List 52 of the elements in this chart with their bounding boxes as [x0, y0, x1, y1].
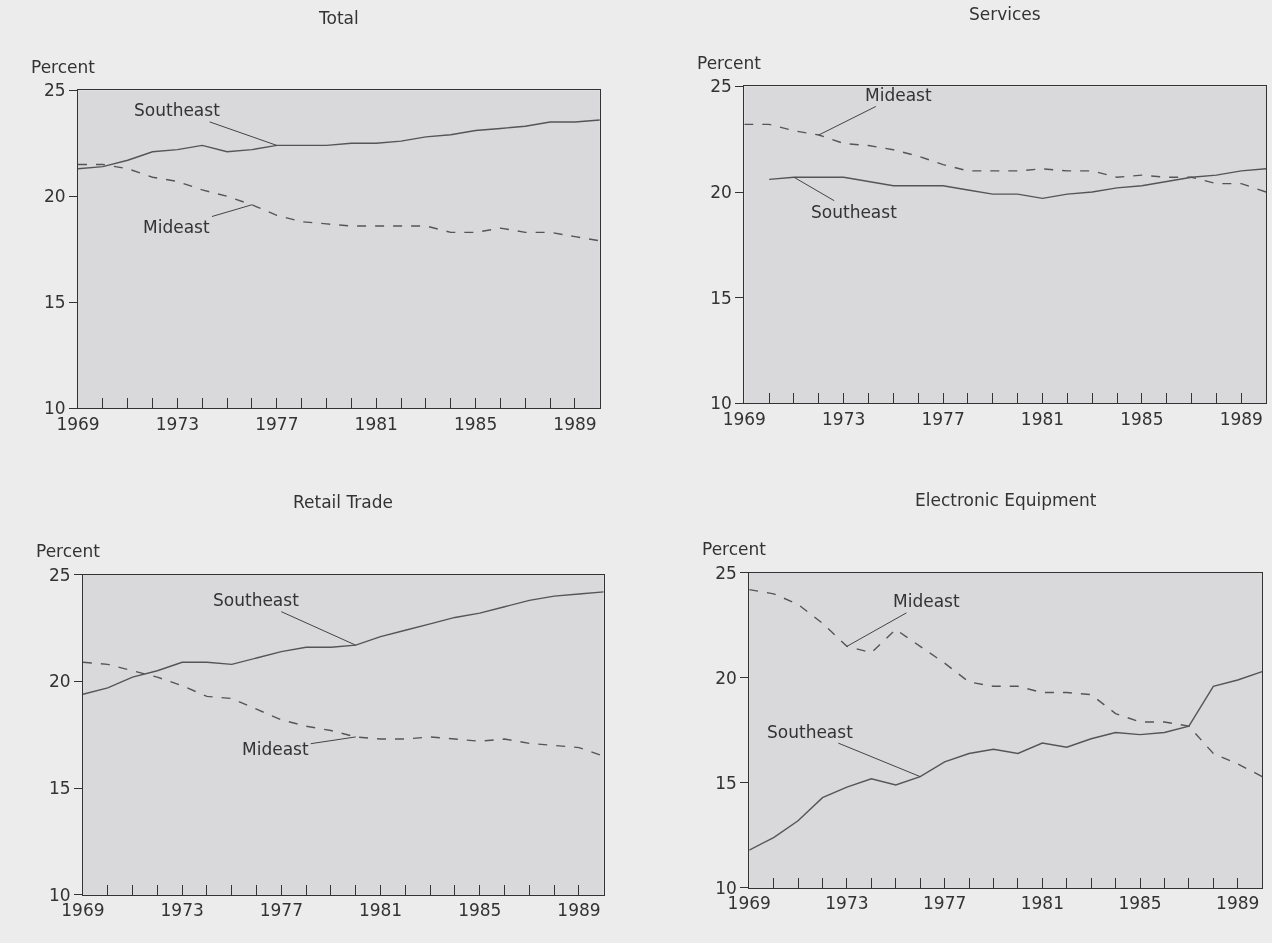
- x-tick-label: 1981: [358, 900, 403, 921]
- y-tick-label: 25: [710, 76, 732, 97]
- x-tick-label: 1977: [921, 408, 965, 429]
- x-tick-label: 1973: [160, 900, 204, 921]
- y-tick-label: 20: [710, 182, 732, 203]
- x-tick-label: 1985: [1118, 893, 1162, 914]
- x-tick-label: 1985: [458, 900, 502, 921]
- chart-title: Retail Trade: [293, 492, 393, 512]
- y-tick-label: 15: [710, 287, 732, 308]
- y-tick-label: 20: [48, 671, 71, 692]
- x-tick-label: 1989: [1216, 893, 1260, 914]
- x-tick-label: 1985: [1120, 408, 1164, 429]
- series-label: Mideast: [143, 217, 210, 237]
- x-tick-label: 1973: [822, 408, 866, 429]
- x-tick-label: 1989: [1219, 408, 1263, 429]
- x-tick-label: 1969: [727, 893, 771, 914]
- x-tick-label: 1973: [155, 413, 200, 434]
- x-tick-label: 1977: [255, 413, 299, 434]
- y-axis-title: Percent: [697, 53, 762, 73]
- x-tick-label: 1981: [1020, 893, 1064, 914]
- y-tick-label: 20: [43, 186, 66, 207]
- chart-title: Services: [969, 4, 1041, 24]
- x-tick-label: 1985: [453, 413, 498, 434]
- x-tick-label: 1973: [825, 893, 869, 914]
- text: Southeast: [213, 590, 300, 610]
- series-label: Southeast: [811, 202, 898, 222]
- chart-title: Electronic Equipment: [915, 490, 1097, 510]
- y-axis-title: Percent: [31, 57, 96, 77]
- chart-title: Total: [318, 8, 359, 28]
- text: Southeast: [767, 722, 854, 742]
- y-tick-label: 15: [43, 292, 66, 313]
- x-tick-label: 1969: [56, 413, 100, 434]
- series-label: Mideast: [893, 591, 960, 611]
- x-tick-label: 1977: [259, 900, 303, 921]
- y-tick-label: 15: [48, 778, 71, 799]
- series-label: Southeast: [134, 100, 221, 120]
- x-tick-label: 1989: [553, 413, 597, 434]
- series-label: Mideast: [242, 739, 309, 759]
- x-tick-label: 1969: [61, 900, 105, 921]
- y-tick-label: 25: [43, 80, 66, 101]
- y-axis-title: Percent: [36, 541, 101, 561]
- x-tick-label: 1989: [557, 900, 601, 921]
- y-tick-label: 20: [715, 667, 737, 688]
- y-axis-title: Percent: [702, 539, 767, 559]
- y-tick-label: 15: [715, 772, 737, 793]
- text: Mideast: [865, 85, 932, 105]
- x-tick-label: 1969: [722, 408, 766, 429]
- y-tick-label: 25: [715, 562, 737, 583]
- x-tick-label: 1981: [354, 413, 398, 434]
- y-tick-label: 25: [48, 564, 71, 585]
- x-tick-label: 1977: [922, 893, 967, 914]
- x-tick-label: 1981: [1020, 408, 1065, 429]
